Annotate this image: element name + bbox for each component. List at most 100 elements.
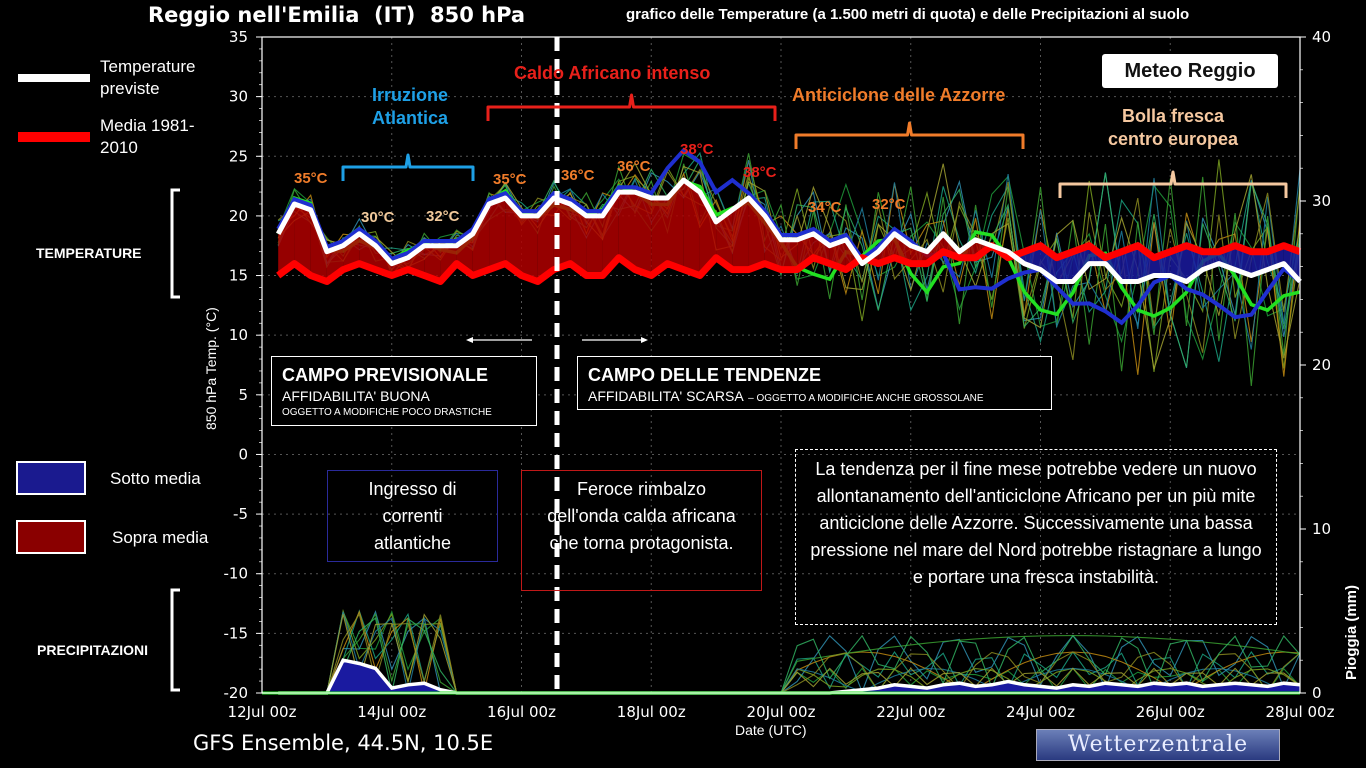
below-average-area <box>1283 245 1300 282</box>
y-tick-label: 15 <box>229 267 248 285</box>
peak-label: 35°C <box>493 171 527 188</box>
x-tick-label: 16Jul 00z <box>487 703 556 721</box>
legend-below-label: Sotto media <box>110 469 201 488</box>
y-tick-label: 0 <box>238 445 248 463</box>
box-tendenze-lines: AFFIDABILITA' SCARSA – OGGETTO A MODIFIC… <box>588 388 984 406</box>
below-average-area <box>1202 251 1219 270</box>
box-tendenze-title: CAMPO DELLE TENDENZE <box>588 365 822 385</box>
above-average-area <box>651 198 668 276</box>
box-tendenze-line2: – OGGETTO A MODIFICHE ANCHE GROSSOLANE <box>748 393 984 404</box>
above-average-area <box>699 192 717 276</box>
annotation-irruzione: Irruzione Atlantica <box>371 85 449 128</box>
above-average-area <box>764 215 781 270</box>
y-tick-label: 35 <box>229 28 248 46</box>
y2-tick-label: 30 <box>1312 192 1331 210</box>
below-average-area <box>1170 245 1187 282</box>
y-axis-label: 850 hPa Temp. (°C) <box>203 307 219 430</box>
precip-member-line <box>278 612 1301 694</box>
arrow-right <box>582 332 648 343</box>
x-tick-label: 24Jul 00z <box>1006 703 1075 721</box>
above-average-area <box>472 204 490 276</box>
peak-label: 38°C <box>680 141 714 158</box>
wetterzentrale-logo: Wetterzentrale <box>1036 729 1280 761</box>
above-average-area <box>489 198 506 270</box>
meteo-reggio-logo: Meteo Reggio <box>1102 54 1278 88</box>
forecast-line <box>276 177 1302 284</box>
legend-forecast-swatch <box>18 74 90 82</box>
legend-below-swatch <box>16 461 86 495</box>
peak-label: 35°C <box>294 170 328 187</box>
box-ingresso-text: Ingresso di correnti atlantiche <box>368 479 457 553</box>
average-line <box>276 242 1302 285</box>
y-tick-label: -10 <box>224 565 249 583</box>
above-average-area <box>748 198 765 270</box>
box-tendenza-text: La tendenza per il fine mese potrebbe ve… <box>810 459 1262 587</box>
y-tick-label: 10 <box>229 326 248 344</box>
above-average-area <box>310 209 327 282</box>
temperature-brace <box>170 188 180 299</box>
bracket-caldo <box>486 93 777 121</box>
bracket-bolla <box>1058 170 1288 198</box>
arrow-left <box>466 332 532 343</box>
peak-label: 38°C <box>743 164 777 181</box>
above-average-area <box>781 239 798 270</box>
y2-tick-label: 0 <box>1312 684 1322 702</box>
above-average-area <box>278 204 295 276</box>
y-tick-label: -15 <box>224 624 249 642</box>
legend-above-label: Sopra media <box>112 528 209 547</box>
above-average-area <box>570 204 587 276</box>
x-tick-label: 22Jul 00z <box>876 703 945 721</box>
x-tick-label: 12Jul 00z <box>228 703 297 721</box>
legend-average-swatch <box>18 132 90 142</box>
box-previsionale-line2: OGGETTO A MODIFICHE POCO DRASTICHE <box>282 407 492 418</box>
above-average-area <box>537 198 554 282</box>
x-tick-label: 26Jul 00z <box>1136 703 1205 721</box>
x-tick-label: 14Jul 00z <box>357 703 426 721</box>
above-average-area <box>683 180 700 276</box>
above-average-area <box>521 215 538 282</box>
x-tick-label: 28Jul 00z <box>1266 703 1335 721</box>
peak-label: 30°C <box>361 209 395 226</box>
above-average-area <box>635 192 652 276</box>
box-tendenze-line1: AFFIDABILITA' SCARSA <box>588 388 744 404</box>
box-tendenza: La tendenza per il fine mese potrebbe ve… <box>795 449 1277 625</box>
y2-tick-label: 10 <box>1312 520 1331 538</box>
y2-tick-label: 40 <box>1312 28 1331 46</box>
model-info: GFS Ensemble, 44.5N, 10.5E <box>193 731 494 755</box>
below-average-area <box>1137 245 1154 282</box>
above-average-area <box>294 204 311 276</box>
precip-area <box>278 660 1300 693</box>
chart-subtitle: grafico delle Temperature (a 1.500 metri… <box>626 6 1190 23</box>
above-average-area <box>732 198 749 270</box>
x-axis-label: Date (UTC) <box>735 722 807 738</box>
above-average-area <box>586 215 603 276</box>
box-feroce-text: Feroce rimbalzo dell'onda calda africana… <box>547 479 736 553</box>
precipitation-brace <box>170 588 180 692</box>
y2-tick-label: 20 <box>1312 356 1331 374</box>
y-tick-label: 20 <box>229 207 248 225</box>
box-ingresso: Ingresso di correnti atlantiche <box>327 470 498 562</box>
bracket-irruzione <box>341 153 475 181</box>
precip-member-line <box>278 613 1301 694</box>
box-campo-previsionale: CAMPO PREVISIONALE AFFIDABILITA' BUONA O… <box>271 356 537 426</box>
precipitation-side-label: PRECIPITAZIONI <box>37 642 148 658</box>
legend-forecast-label: Temperature previste <box>100 57 196 98</box>
x-tick-label: 20Jul 00z <box>747 703 816 721</box>
above-average-area <box>505 198 522 276</box>
peak-label: 32°C <box>426 208 460 225</box>
precip-member-line <box>278 612 1301 694</box>
peak-label: 32°C <box>872 196 906 213</box>
above-average-area <box>424 245 441 282</box>
temperature-side-label: TEMPERATURE <box>36 245 142 261</box>
y-tick-label: -5 <box>233 505 248 523</box>
peak-label: 34°C <box>808 199 842 216</box>
y2-axis-label: Pioggia (mm) <box>1343 584 1360 680</box>
peak-label: 36°C <box>561 167 595 184</box>
box-feroce: Feroce rimbalzo dell'onda calda africana… <box>521 470 762 591</box>
above-average-area <box>716 209 733 270</box>
precip-member-line <box>278 617 1301 694</box>
y-tick-label: 25 <box>229 147 248 165</box>
bracket-anticiclone <box>794 121 1025 149</box>
below-average-area <box>1072 245 1090 282</box>
